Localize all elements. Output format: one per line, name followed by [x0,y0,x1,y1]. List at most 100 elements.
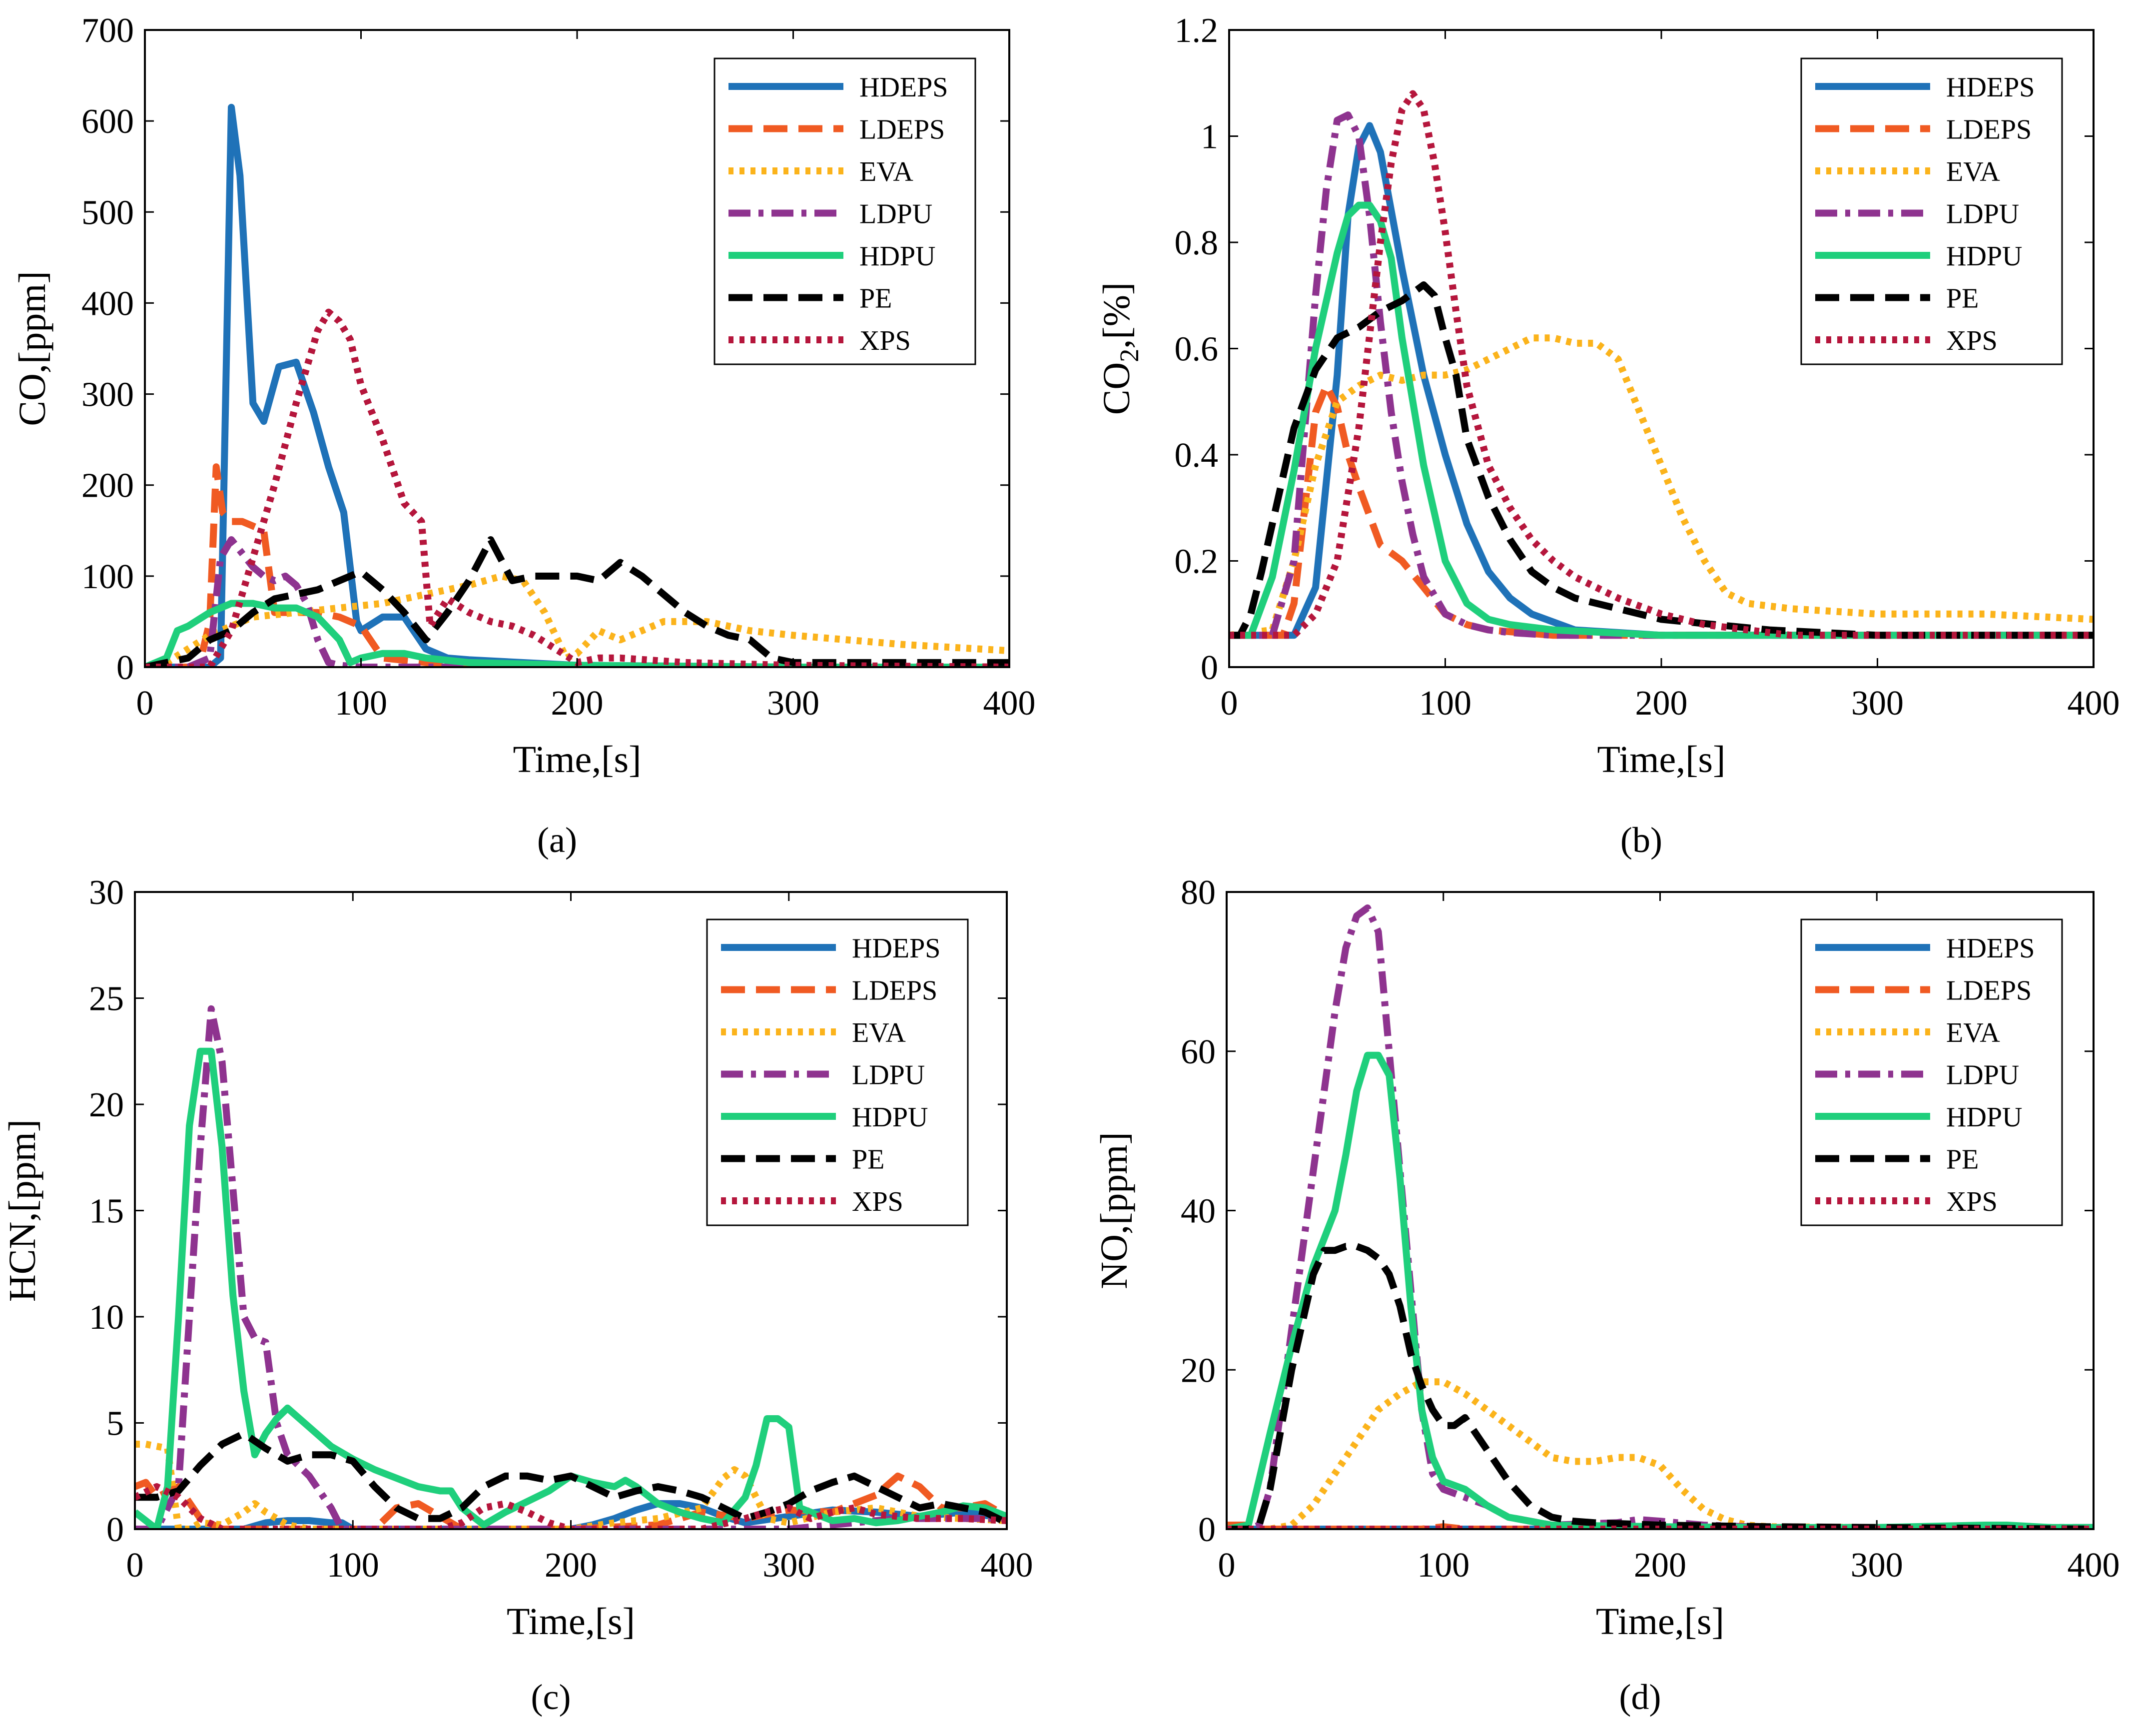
series-group [1229,90,2094,639]
legend-label-pe: PE [1946,1144,1979,1175]
y-tick-label: 0 [116,649,134,687]
x-tick-label: 300 [762,1546,815,1585]
panel-caption: (b) [1620,820,1662,860]
legend-label-xps: XPS [852,1186,903,1217]
series-line-pe [1229,281,2094,639]
y-tick-label: 25 [89,980,124,1018]
x-tick-label: 200 [1635,684,1688,723]
y-tick-label: 60 [1181,1033,1216,1071]
chart-panel-b: 0 100 200 300 400 0 0.2 0.4 0.6 0.8 1 1.2 Time,[s] CO… [1096,11,2120,860]
x-tick-label: 300 [1851,1546,1903,1585]
y-tick-label: 20 [89,1086,124,1124]
x-tick-label: 100 [1417,1546,1469,1585]
x-tick-label: 300 [1851,684,1904,723]
legend-label-eva: EVA [859,156,913,187]
legend-label-ldeps: LDEPS [1946,975,2032,1006]
series-line-eva [1227,1378,2094,1529]
legend-label-xps: XPS [1946,325,1998,356]
x-axis-label: Time,[s] [507,1601,635,1643]
x-tick-label: 200 [545,1546,597,1585]
legend-label-hdeps: HDEPS [1946,933,2035,964]
y-tick-label: 600 [81,102,134,141]
x-tick-label: 200 [551,684,604,723]
y-tick-label: 0 [1201,649,1218,687]
y-tick-label: 40 [1181,1192,1216,1231]
y-tick-label: 200 [81,467,134,505]
legend-label-ldpu: LDPU [1946,199,2019,230]
legend-label-hdpu: HDPU [1946,1102,2022,1133]
y-axis-label: HCN,[ppm] [1,1119,43,1302]
legend-box [1800,918,2063,1226]
legend-label-pe: PE [852,1144,884,1175]
x-tick-label: 400 [981,1546,1033,1585]
y-tick-label: 15 [89,1192,124,1231]
x-tick-label: 400 [2068,684,2120,723]
legend-label-ldpu: LDPU [859,199,932,230]
x-tick-label: 100 [1419,684,1471,723]
y-tick-label: 0 [1198,1511,1216,1549]
y-axis-label: NO,[ppm] [1093,1132,1135,1289]
legend-label-pe: PE [859,283,892,314]
chart-panel-d: 0 100 200 300 400 0 20 40 60 80 Time,[s] NO,[ppm] (d… [1093,873,2120,1717]
legend-label-ldeps: LDEPS [859,114,945,145]
legend: HDEPS LDEPS EVA LDPU HDPU PE XPS [706,918,969,1226]
series-line-xps [135,1483,1007,1529]
chart-panel-a: 0 100 200 300 400 0 100 200 300 400 500 600 700 Time,… [11,11,1036,860]
series-line-ldeps [145,463,1009,667]
y-axis-label: CO2,[%] [1096,282,1144,415]
legend-label-eva: EVA [852,1017,906,1048]
y-tick-label: 300 [81,376,134,414]
y-tick-label: 700 [81,11,134,50]
series-line-pe [145,536,1009,667]
legend-label-ldeps: LDEPS [1946,114,2032,145]
y-tick-label: 400 [81,284,134,323]
legend-label-hdpu: HDPU [1946,241,2022,272]
y-tick-label: 80 [1181,873,1216,912]
y-tick-label: 0.2 [1175,543,1219,581]
legend-label-pe: PE [1946,283,1979,314]
x-tick-label: 400 [2068,1546,2120,1585]
y-tick-label: 0 [106,1511,124,1549]
x-tick-label: 0 [126,1546,144,1585]
legend-label-hdeps: HDEPS [1946,72,2035,103]
legend: HDEPS LDEPS EVA LDPU HDPU PE XPS [713,57,976,365]
y-tick-label: 5 [106,1405,124,1443]
x-tick-label: 300 [767,684,819,723]
series-line-hdpu [1229,201,2094,639]
y-tick-label: 500 [81,193,134,232]
chart-panel-c: 0 100 200 300 400 0 5 10 15 20 25 30 Time,[s] HCN,[pp… [1,873,1033,1717]
legend-label-hdpu: HDPU [852,1102,928,1133]
y-tick-label: 30 [89,873,124,912]
legend: HDEPS LDEPS EVA LDPU HDPU PE XPS [1800,918,2063,1226]
x-tick-label: 200 [1634,1546,1686,1585]
x-axis-label: Time,[s] [1596,1601,1724,1643]
series-group [145,103,1009,667]
panel-caption: (d) [1619,1677,1661,1717]
x-axis-label: Time,[s] [513,739,642,781]
series-line-eva [135,1441,1007,1529]
y-tick-label: 1.2 [1175,11,1219,50]
panel-caption: (c) [531,1677,571,1717]
legend-label-xps: XPS [1946,1186,1998,1217]
y-tick-label: 0.8 [1175,224,1219,262]
legend-label-ldeps: LDEPS [852,975,937,1006]
series-line-xps [145,308,1009,667]
x-tick-label: 0 [1218,1546,1236,1585]
y-tick-label: 20 [1181,1351,1216,1390]
y-tick-label: 0.4 [1175,436,1219,475]
y-tick-label: 10 [89,1298,124,1337]
x-tick-label: 400 [983,684,1036,723]
legend-label-hdeps: HDEPS [852,933,940,964]
x-axis-label: Time,[s] [1597,739,1726,781]
y-tick-label: 100 [81,558,134,596]
x-tick-label: 100 [335,684,387,723]
y-tick-label: 0.6 [1175,330,1219,369]
legend-box [706,918,969,1226]
series-line-ldpu [145,536,1009,667]
x-tick-label: 100 [327,1546,379,1585]
series-line-pe [135,1430,1007,1526]
y-axis-label: CO,[ppm] [11,271,53,426]
panel-caption: (a) [537,820,577,860]
series-group [1227,904,2094,1529]
